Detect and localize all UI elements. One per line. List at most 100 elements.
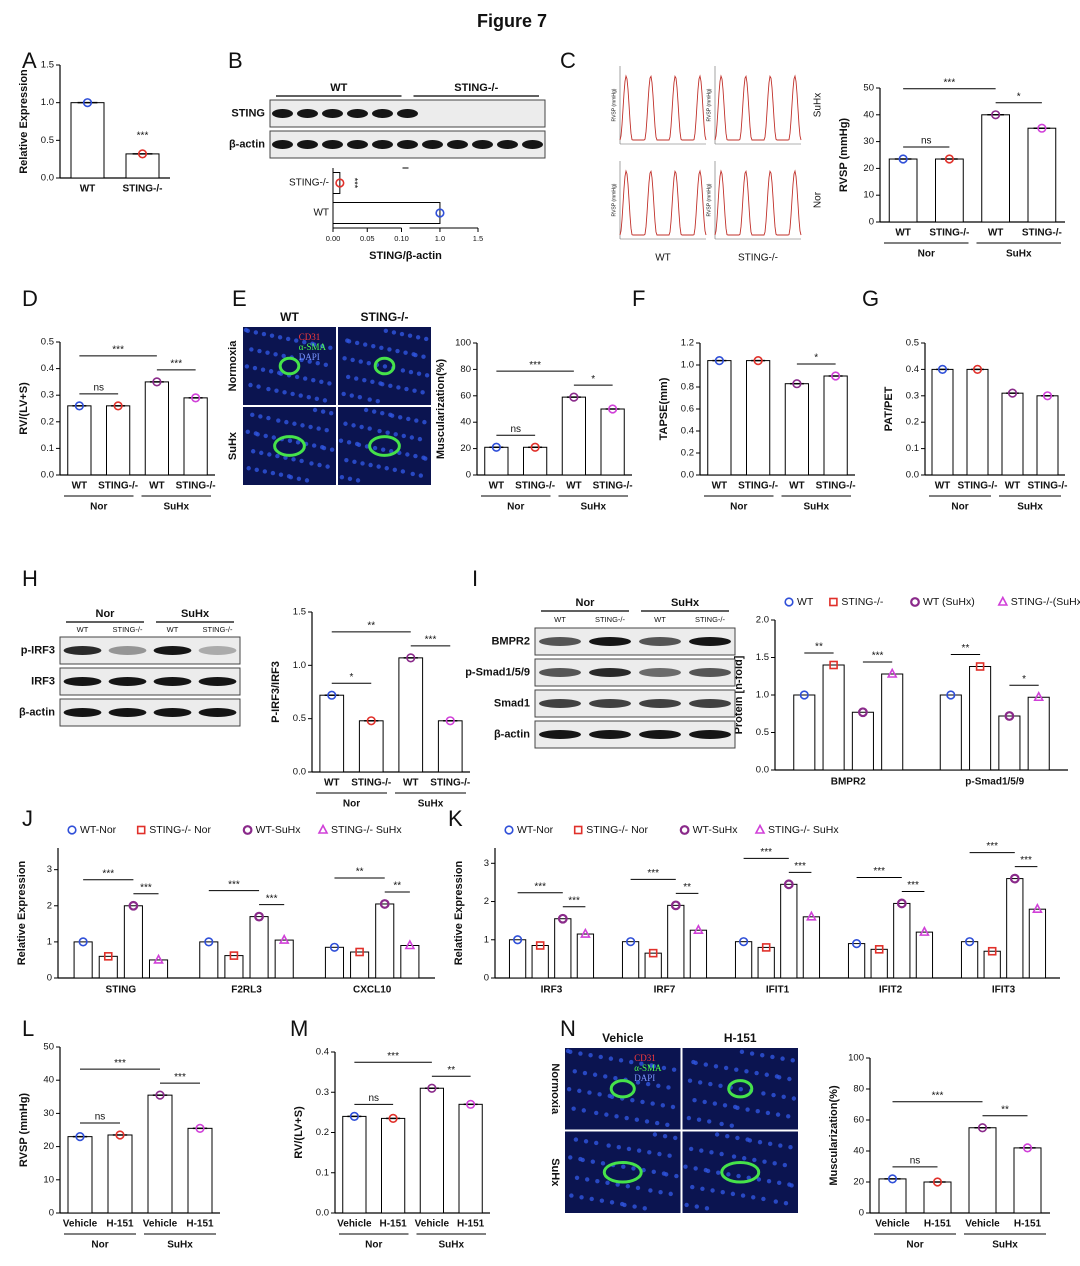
data-point — [898, 154, 908, 164]
significance-label: *** — [647, 868, 659, 879]
bar — [969, 666, 992, 771]
bar — [600, 408, 625, 476]
nucleus — [345, 374, 351, 380]
legend-marker — [136, 825, 146, 835]
nucleus — [346, 339, 352, 344]
nucleus — [379, 345, 384, 350]
nucleus — [359, 424, 364, 430]
nucleus — [354, 340, 360, 346]
significance-label: ns — [921, 136, 932, 147]
bar — [960, 941, 979, 979]
bar — [784, 383, 809, 476]
blot-row-label: Smad1 — [494, 697, 530, 709]
bar — [793, 694, 816, 771]
nucleus — [282, 390, 287, 395]
y-tick-label: 50 — [43, 1042, 54, 1053]
nucleus — [281, 353, 286, 359]
nucleus — [396, 385, 401, 390]
bar — [644, 952, 662, 979]
group-label: Nor — [90, 502, 107, 513]
nucleus — [366, 360, 372, 366]
legend-label: WT-SuHx — [693, 824, 739, 836]
nucleus — [746, 1175, 751, 1180]
data-point — [491, 442, 501, 452]
nucleus — [714, 1132, 720, 1137]
nucleus — [413, 453, 418, 459]
nucleus — [670, 1104, 676, 1110]
x-tick-label: STING-/- — [351, 778, 391, 789]
y-tick-label: 100 — [848, 1053, 864, 1064]
bar — [147, 1094, 173, 1214]
nucleus — [387, 347, 392, 352]
data-point — [648, 948, 658, 958]
nucleus — [308, 424, 313, 430]
blot-band — [272, 109, 293, 118]
nucleus — [584, 1177, 590, 1182]
nucleus — [621, 1164, 626, 1169]
data-point — [153, 953, 164, 964]
y-tick-label: 0.1 — [41, 443, 54, 454]
x-tick-label: WT — [80, 184, 96, 195]
bar — [554, 918, 572, 979]
nucleus — [735, 1135, 740, 1141]
blot-band — [153, 677, 192, 686]
legend-marker — [67, 825, 77, 835]
nucleus — [320, 343, 325, 349]
bar — [576, 933, 595, 979]
nucleus — [249, 347, 254, 352]
nucleus — [406, 416, 411, 422]
blot-band — [539, 668, 581, 677]
nucleus — [415, 335, 421, 340]
data-point — [329, 942, 340, 952]
nucleus — [747, 1138, 753, 1143]
significance-label: *** — [534, 881, 546, 892]
bar — [822, 664, 845, 771]
data-point — [991, 110, 1001, 120]
data-point — [155, 1090, 165, 1100]
nucleus — [598, 1054, 603, 1060]
nucleus — [342, 356, 347, 361]
bar — [458, 1103, 483, 1214]
nucleus — [693, 1166, 698, 1171]
nucleus — [708, 1081, 713, 1087]
y-tick-label: 0.6 — [681, 404, 694, 415]
legend-label: STING-/-(SuHx) — [1011, 596, 1080, 608]
bar — [621, 941, 640, 979]
nucleus — [349, 393, 354, 398]
data-point — [625, 937, 636, 947]
bar — [531, 945, 549, 979]
data-point — [946, 690, 956, 700]
y-tick-label: 0.3 — [906, 390, 919, 401]
data-point — [987, 946, 997, 956]
y-tick-label: 0.4 — [681, 426, 694, 437]
blot-band — [63, 677, 102, 686]
nucleus — [594, 1140, 599, 1146]
bar — [437, 720, 463, 773]
nucleus — [408, 369, 414, 375]
nucleus — [417, 436, 423, 442]
nucleus — [423, 456, 428, 461]
vessel — [273, 435, 306, 457]
y-tick-label: 1.5 — [293, 607, 306, 618]
stain-label: CD31 — [634, 1053, 656, 1063]
data-point — [1009, 873, 1020, 884]
x-tick-label: 1.5 — [473, 234, 483, 243]
bar — [148, 959, 169, 979]
nucleus — [393, 432, 398, 437]
nucleus — [420, 390, 425, 395]
y-axis-label: Relative Expression — [453, 860, 465, 965]
nucleus — [262, 469, 268, 474]
nucleus — [755, 1109, 760, 1114]
significance-label: *** — [1020, 855, 1032, 866]
x-tick-label: WT — [149, 481, 165, 492]
nucleus — [259, 450, 264, 456]
nucleus — [388, 383, 393, 389]
nucleus — [713, 1064, 719, 1069]
bar — [1027, 127, 1057, 223]
nucleus — [302, 376, 308, 381]
pressure-trace — [619, 169, 707, 236]
bar — [375, 903, 395, 979]
nucleus — [781, 1094, 786, 1100]
blot-band — [639, 668, 681, 677]
nucleus — [347, 476, 353, 481]
